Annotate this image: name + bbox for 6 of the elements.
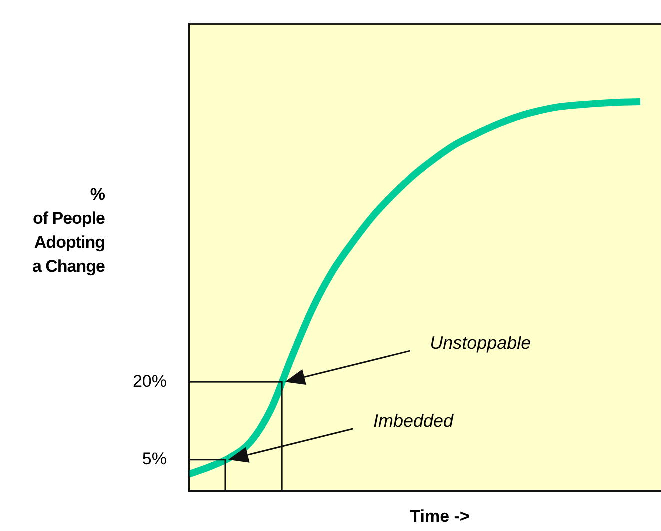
annotation: Imbedded (373, 410, 455, 431)
y-tick-label: 20% (132, 372, 167, 391)
annotation: Unstoppable (430, 333, 532, 354)
x-axis-title: Time -> (409, 507, 471, 527)
y-tick-label: 5% (142, 450, 167, 469)
y-axis-title: % of People Adopting a Change (32, 184, 105, 278)
